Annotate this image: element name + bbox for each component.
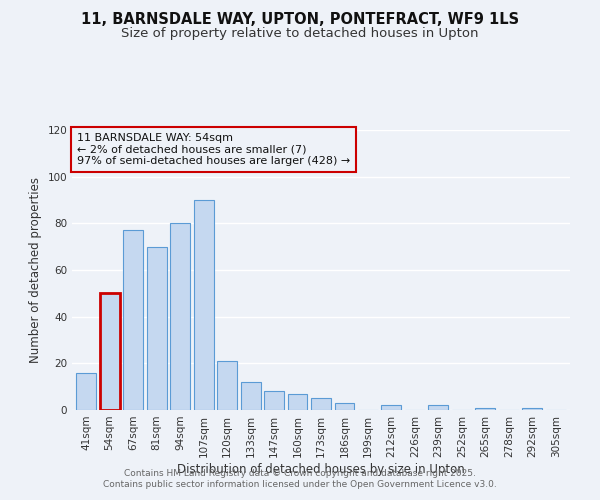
Bar: [287, 394, 307, 410]
Bar: [76, 372, 96, 410]
Bar: [523, 408, 542, 410]
Bar: [217, 361, 237, 410]
Text: Contains public sector information licensed under the Open Government Licence v3: Contains public sector information licen…: [103, 480, 497, 489]
Text: 11 BARNSDALE WAY: 54sqm
← 2% of detached houses are smaller (7)
97% of semi-deta: 11 BARNSDALE WAY: 54sqm ← 2% of detached…: [77, 133, 350, 166]
Text: Size of property relative to detached houses in Upton: Size of property relative to detached ho…: [121, 28, 479, 40]
Y-axis label: Number of detached properties: Number of detached properties: [29, 177, 42, 363]
Bar: [311, 398, 331, 410]
X-axis label: Distribution of detached houses by size in Upton: Distribution of detached houses by size …: [177, 462, 465, 475]
Bar: [264, 392, 284, 410]
Text: Contains HM Land Registry data © Crown copyright and database right 2025.: Contains HM Land Registry data © Crown c…: [124, 468, 476, 477]
Bar: [382, 406, 401, 410]
Bar: [335, 403, 355, 410]
Bar: [146, 246, 167, 410]
Bar: [100, 294, 119, 410]
Bar: [241, 382, 260, 410]
Bar: [475, 408, 496, 410]
Bar: [100, 294, 119, 410]
Bar: [123, 230, 143, 410]
Text: 11, BARNSDALE WAY, UPTON, PONTEFRACT, WF9 1LS: 11, BARNSDALE WAY, UPTON, PONTEFRACT, WF…: [81, 12, 519, 28]
Bar: [428, 406, 448, 410]
Bar: [194, 200, 214, 410]
Bar: [170, 224, 190, 410]
